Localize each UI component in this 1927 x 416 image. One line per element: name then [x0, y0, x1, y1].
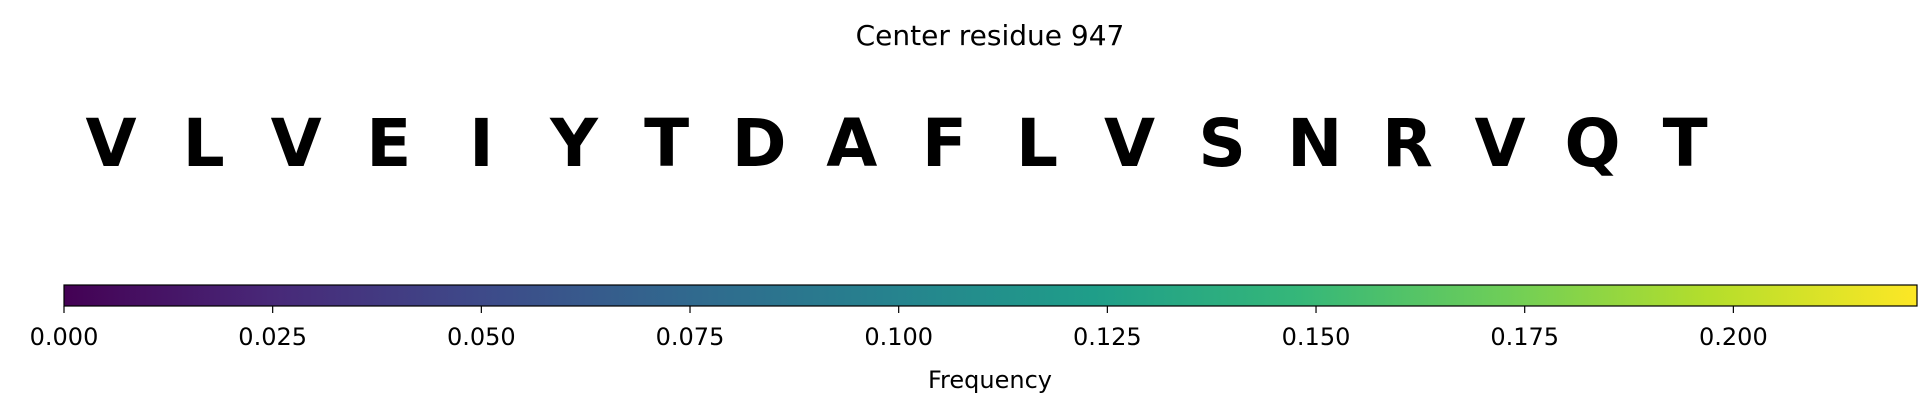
x-tick-label: 0.150: [1282, 323, 1351, 351]
x-tick-label: 0.125: [1073, 323, 1142, 351]
x-tick-label: 0.000: [30, 323, 99, 351]
residue-letter: D: [732, 105, 787, 182]
residue-letter: T: [644, 105, 689, 182]
residue-letter: F: [922, 105, 967, 182]
residue-letter: N: [1287, 105, 1342, 182]
residue-letter: Y: [549, 105, 599, 182]
residue-letter: Q: [1565, 105, 1621, 182]
residue-letter: V: [271, 105, 322, 182]
residue-letter: L: [1016, 105, 1058, 182]
residue-letter: L: [183, 105, 225, 182]
x-tick-label: 0.200: [1699, 323, 1768, 351]
residue-letter: A: [826, 105, 877, 182]
residue-letter: R: [1382, 105, 1433, 182]
residue-letter: I: [469, 105, 494, 182]
x-tick-label: 0.050: [447, 323, 516, 351]
x-tick-label: 0.075: [656, 323, 725, 351]
residue-letter: V: [85, 105, 136, 182]
colorbar: [63, 284, 1918, 307]
chart-title: Center residue 947: [856, 19, 1125, 52]
x-tick-label: 0.100: [864, 323, 933, 351]
x-axis-label: Frequency: [928, 366, 1052, 394]
x-tick-label: 0.175: [1490, 323, 1559, 351]
residue-letter: V: [1474, 105, 1525, 182]
residue-letter: S: [1198, 105, 1246, 182]
residue-letter: V: [1104, 105, 1155, 182]
x-tick-label: 0.025: [238, 323, 307, 351]
residue-letter: T: [1663, 105, 1708, 182]
residue-letter: E: [366, 105, 411, 182]
